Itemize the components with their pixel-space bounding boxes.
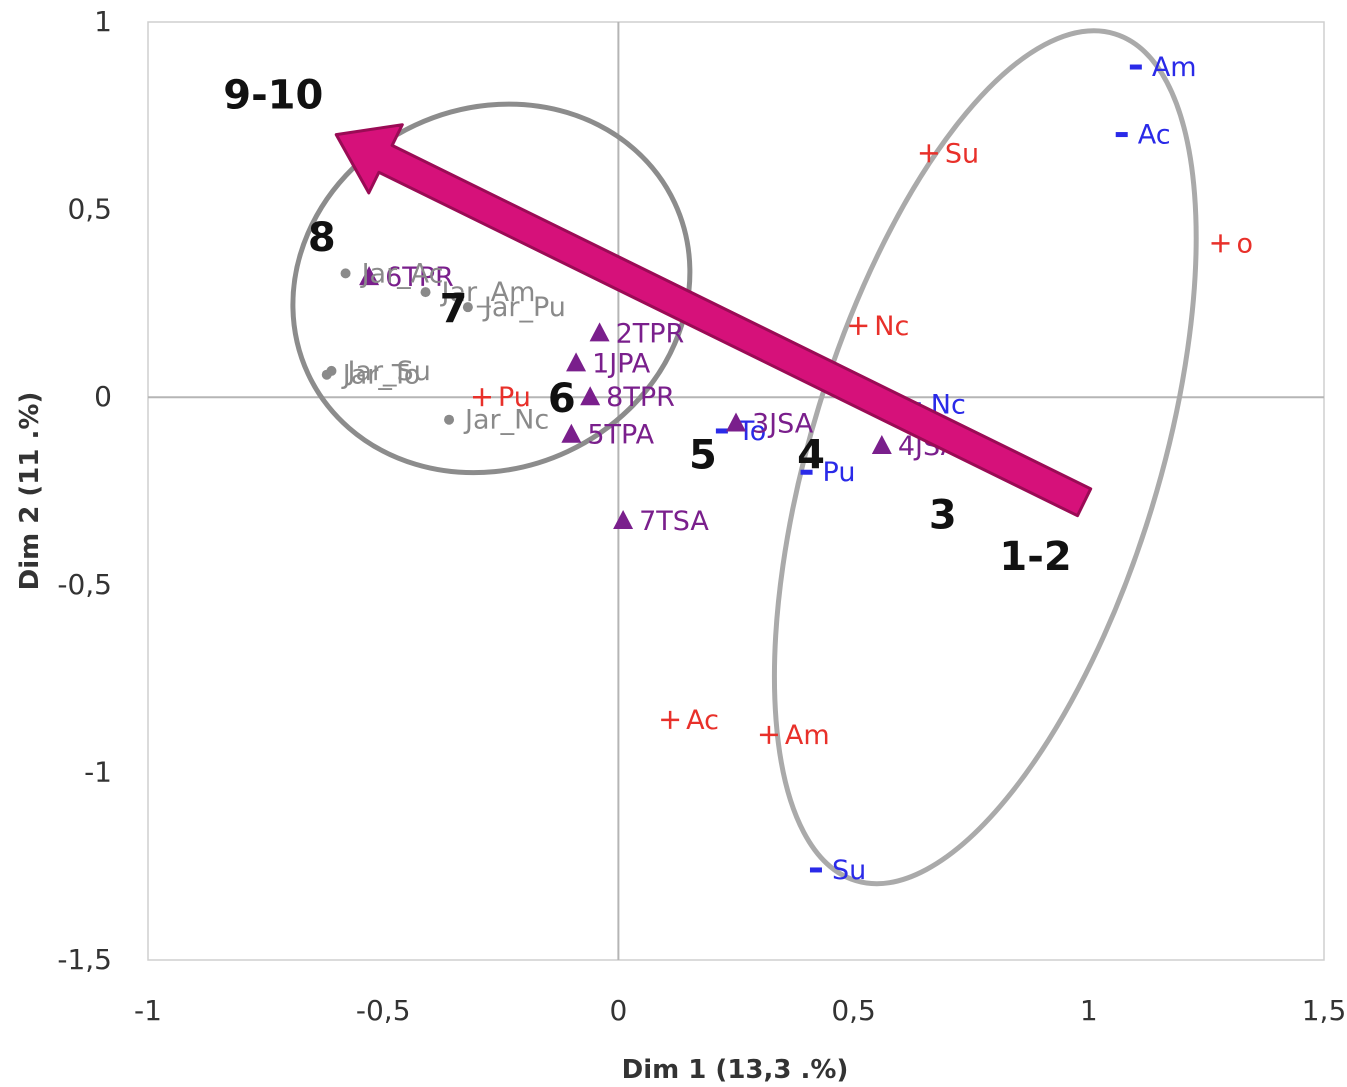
x-tick-label-5: 1,5: [1302, 994, 1347, 1027]
point-dash-4-marker: [800, 469, 813, 475]
point-triangle-7-label: 7TSA: [639, 506, 709, 537]
point-plus-5-marker: [759, 725, 778, 744]
point-dash-5-marker: [809, 867, 822, 873]
point-triangle-2-label: 1JPA: [592, 348, 651, 379]
point-plus-0-label: Su: [945, 138, 979, 169]
point-triangle-5-marker: [726, 412, 746, 432]
point-dash-0-label: Am: [1152, 52, 1197, 83]
point-triangle-3-label: 8TPR: [606, 382, 675, 413]
point-triangle-2-marker: [566, 352, 587, 372]
y-axis-ticks: 1 0,5 0 -0,5 -1 -1,5: [57, 5, 112, 976]
point-dot-5-label: Jar_Nc: [463, 405, 549, 436]
x-tick-label-0: -1: [134, 994, 162, 1027]
point-triangle-5-label: 3JSA: [752, 408, 814, 439]
point-dash-3-label: To: [737, 416, 766, 447]
point-plus-0-marker: [919, 144, 938, 163]
point-dot-4-marker: [321, 369, 332, 380]
point-dot-1-marker: [420, 287, 431, 298]
point-dash-3-marker: [715, 428, 728, 434]
point-plus-4-marker: [661, 710, 680, 729]
point-dot-0-marker: [340, 268, 351, 279]
y-tick-label-5: -1,5: [57, 943, 112, 976]
point-dot-1-label: Jar_Am: [440, 277, 536, 308]
point-dot-5-marker: [444, 414, 455, 425]
point-dot-2-label: Jar_Pu: [482, 292, 566, 323]
point-plus-3-label: Pu: [498, 382, 531, 413]
point-triangle-7-marker: [613, 510, 634, 530]
point-triangle-6-marker: [871, 434, 892, 454]
point-triangle-4-marker: [561, 423, 582, 443]
point-plus-2-marker: [849, 316, 868, 335]
point-triangle-1-marker: [589, 322, 610, 342]
y-tick-label-4: -1: [84, 755, 112, 788]
point-plus-1-marker: [1211, 234, 1230, 253]
point-dash-4-label: Pu: [823, 457, 856, 488]
group-annotation-5: 4: [797, 432, 825, 478]
trend-arrow-shape: [334, 123, 1093, 518]
group-annotation-1: 8: [308, 215, 336, 261]
point-triangle-1-label: 2TPR: [616, 318, 685, 349]
y-tick-label-2: 0: [94, 380, 112, 413]
x-tick-label-1: -0,5: [356, 994, 411, 1027]
point-dot-4-label: Jar_To: [341, 360, 421, 391]
trend-arrow: [334, 123, 1093, 518]
point-plus-3-marker: [472, 388, 491, 407]
zero-axis-lines: [148, 22, 1324, 960]
plot-area: [147, 21, 1325, 961]
x-tick-label-3: 0,5: [831, 994, 876, 1027]
group-ellipse-1: [290, 101, 693, 476]
x-axis-title: Dim 1 (13,3 .%): [622, 1055, 849, 1085]
point-dash-1-label: Ac: [1138, 120, 1171, 151]
group-annotations: 9-10 8 7 6 5 4 3 1-2: [223, 72, 1071, 579]
point-plus-5-label: Am: [785, 720, 830, 751]
point-triangle-4-label: 5TPA: [587, 420, 654, 451]
point-triangle-3-marker: [580, 386, 601, 406]
group-annotation-7: 1-2: [999, 534, 1071, 580]
group-ellipse-2: [771, 28, 1199, 887]
y-axis-title: Dim 2 (11 .%): [15, 392, 45, 591]
point-dash-5-label: Su: [832, 855, 866, 886]
group-annotation-4: 5: [689, 432, 717, 478]
group-annotation-3: 6: [548, 376, 576, 422]
point-dot-0-label: Jar_Ac: [360, 258, 444, 289]
point-triangle-0-label: 6TPR: [385, 262, 454, 293]
x-tick-label-4: 1: [1080, 994, 1098, 1027]
point-triangle-0-marker: [359, 266, 380, 286]
point-dash-1-marker: [1115, 132, 1128, 138]
point-plus-2-label: Nc: [874, 311, 909, 342]
group-annotation-2: 7: [440, 286, 468, 332]
point-plus-4-label: Ac: [686, 705, 719, 736]
group-annotation-6: 3: [929, 493, 957, 539]
y-tick-label-0: 1: [94, 5, 112, 38]
y-tick-label-3: -0,5: [57, 568, 112, 601]
group-ellipses: [290, 28, 1199, 887]
group-annotation-0: 9-10: [223, 72, 323, 118]
point-dot-2-marker: [462, 302, 473, 313]
point-dot-3-label: Jar_Su: [345, 356, 430, 387]
point-plus-1-label: o: [1237, 228, 1254, 259]
x-axis-ticks: -1 -0,5 0 0,5 1 1,5: [134, 994, 1346, 1027]
x-tick-label-2: 0: [609, 994, 627, 1027]
point-dash-0-marker: [1129, 64, 1142, 70]
y-tick-label-1: 0,5: [67, 193, 112, 226]
